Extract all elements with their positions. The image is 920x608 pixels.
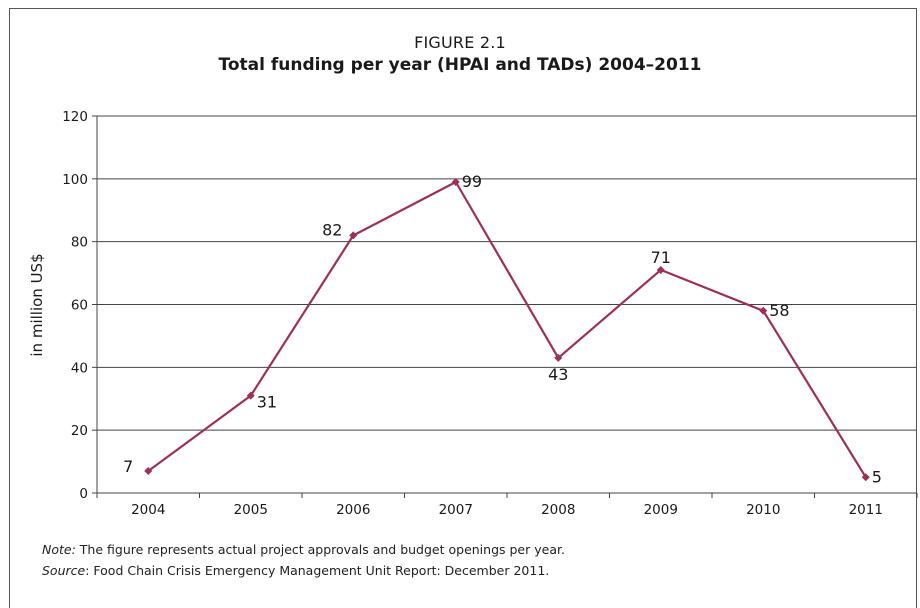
- note-label: Note:: [42, 542, 76, 557]
- source-text: : Food Chain Crisis Emergency Management…: [85, 563, 550, 578]
- x-tick-label: 2011: [849, 502, 883, 518]
- data-label: 99: [462, 172, 482, 191]
- chart-title: Total funding per year (HPAI and TADs) 2…: [218, 55, 702, 75]
- y-tick-label: 0: [79, 486, 88, 502]
- x-tick-label: 2010: [746, 502, 780, 518]
- data-marker: [451, 177, 460, 186]
- x-tick-label: 2004: [131, 502, 165, 518]
- y-tick-label: 80: [71, 235, 88, 251]
- figure-frame: [9, 8, 917, 608]
- source-label: Source: [42, 563, 86, 578]
- y-tick-label: 60: [71, 298, 88, 314]
- y-tick-label: 120: [62, 109, 88, 125]
- y-axis-label: in million US$: [28, 253, 46, 356]
- data-label: 43: [548, 365, 568, 384]
- y-tick-label: 100: [62, 172, 88, 188]
- data-label: 58: [769, 301, 789, 320]
- data-markers: [144, 177, 870, 482]
- y-tick-label: 40: [71, 360, 88, 376]
- data-marker: [861, 473, 870, 482]
- data-marker: [759, 306, 768, 315]
- data-marker: [656, 265, 665, 274]
- y-tick-label: 20: [71, 423, 88, 439]
- y-tick-labels: 0 20 40 60 80 100 120: [62, 109, 88, 502]
- data-label: 7: [123, 457, 133, 476]
- line-chart: 0 20 40 60 80 100 120 2004 2005 2006 2007 2008 2009…: [28, 109, 918, 518]
- note-line: Note: The figure represents actual proje…: [42, 542, 565, 557]
- data-labels: 7 31 82 99 43 71 58 5: [123, 172, 882, 486]
- data-label: 71: [651, 248, 671, 267]
- x-tick-label: 2005: [234, 502, 268, 518]
- x-tick-label: 2007: [439, 502, 473, 518]
- data-label: 82: [322, 220, 342, 239]
- x-tick-label: 2006: [336, 502, 370, 518]
- figure-label: FIGURE 2.1: [414, 33, 506, 52]
- series-line-path: [147, 180, 867, 478]
- gridlines: [97, 115, 917, 431]
- data-marker: [246, 391, 255, 400]
- axes: [92, 115, 918, 498]
- series-line: [147, 180, 867, 478]
- data-marker: [554, 353, 563, 362]
- data-marker: [349, 231, 358, 240]
- x-tick-label: 2008: [541, 502, 575, 518]
- note-text: The figure represents actual project app…: [75, 542, 565, 557]
- source-line: Source: Food Chain Crisis Emergency Mana…: [42, 563, 549, 578]
- data-marker: [144, 467, 153, 476]
- x-tick-labels: 2004 2005 2006 2007 2008 2009 2010 2011: [131, 502, 883, 518]
- x-tick-label: 2009: [644, 502, 678, 518]
- data-label: 31: [257, 393, 277, 412]
- data-label: 5: [872, 467, 882, 486]
